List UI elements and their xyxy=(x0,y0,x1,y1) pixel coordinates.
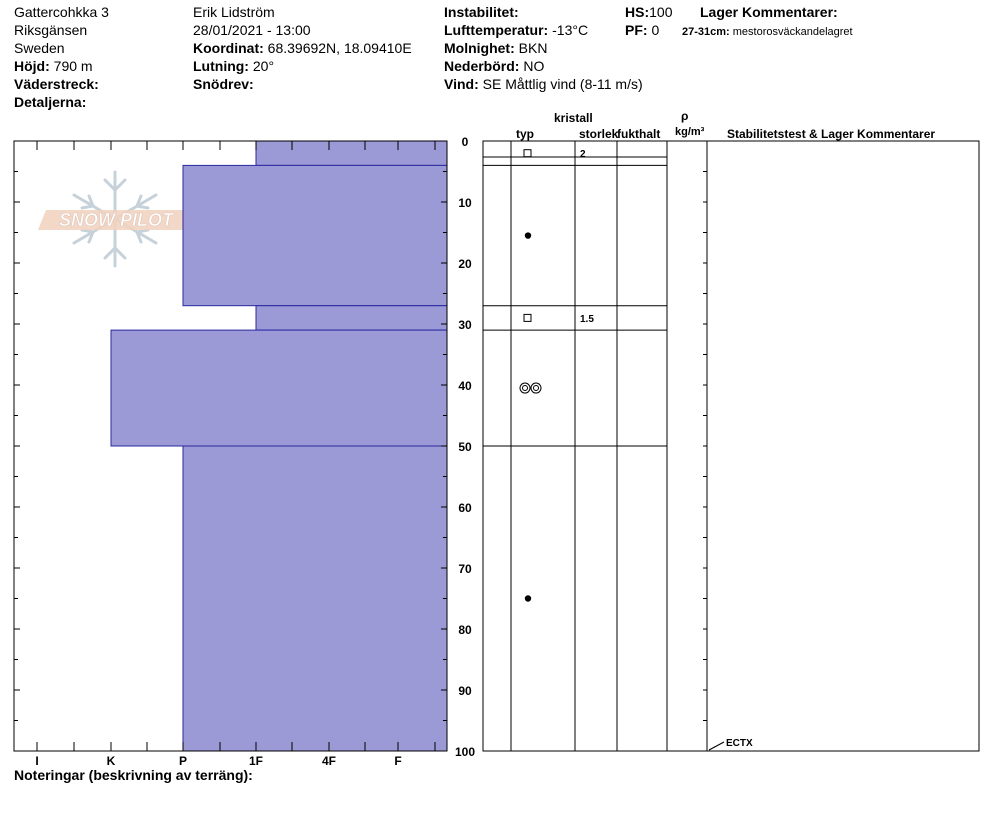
wind-label: Vind: xyxy=(444,76,479,92)
grain-rounds-icon xyxy=(524,595,532,602)
elevation-value: 790 m xyxy=(53,58,93,74)
grain-rounds-icon xyxy=(524,232,532,239)
airtemp-label: Lufttemperatur: xyxy=(444,22,549,38)
snow-height: HS:100 xyxy=(625,4,672,20)
hardness-bar xyxy=(182,445,448,752)
details-label: Detaljerna: xyxy=(14,94,87,110)
stability-pointer xyxy=(708,741,725,751)
wind-value: SE Måttlig vind (8-11 m/s) xyxy=(482,76,643,92)
slope-value: 20° xyxy=(252,58,275,74)
layer-comment: 27-31cm: mestorosväckandelagret xyxy=(682,24,853,40)
hs-label: HS: xyxy=(625,4,650,20)
aspect-label: Väderstreck: xyxy=(14,76,99,92)
hs-value: 100 xyxy=(649,4,673,20)
precip-value: NO xyxy=(523,58,545,74)
size-header: storlek xyxy=(579,127,619,141)
snowpilot-logo: SNOW PILOT xyxy=(38,170,194,268)
hardness-bar xyxy=(110,329,448,447)
pf-value: 0 xyxy=(651,22,660,38)
slope-label: Lutning: xyxy=(193,58,249,74)
crystal-header: kristall xyxy=(554,111,593,125)
depth-tick-label: 40 xyxy=(458,379,472,393)
meltform-outer-ring xyxy=(530,382,542,394)
depth-tick-label: 70 xyxy=(458,562,472,576)
instability-label: Instabilitet: xyxy=(444,4,519,20)
wind: Vind: SE Måttlig vind (8-11 m/s) xyxy=(444,76,643,92)
stability-test-label: ECTX xyxy=(726,738,753,749)
drift-label: Snödrev: xyxy=(193,76,254,92)
grain-size-value: 2 xyxy=(580,149,586,160)
layer-comment-text: mestorosväckandelagret xyxy=(732,26,853,38)
observation-datetime: 28/01/2021 - 13:00 xyxy=(193,22,311,38)
depth-tick-label: 30 xyxy=(458,318,472,332)
depth-tick-label: 20 xyxy=(458,257,472,271)
logo-banner xyxy=(38,210,194,230)
density-unit-header: kg/m³ xyxy=(675,126,705,138)
snow-profile-chart: SNOW PILOT I K P 1F 4F F 0 10 20 30 40 50 60 70 80 90 10… xyxy=(13,135,980,768)
country-name: Sweden xyxy=(14,40,65,56)
hardness-bar xyxy=(255,140,448,166)
depth-tick-label: 50 xyxy=(458,440,472,454)
meltform-inner-ring xyxy=(522,385,528,392)
grain-facets-icon xyxy=(523,149,532,158)
hardness-bar xyxy=(255,305,448,331)
air-temperature: Lufttemperatur: -13°C xyxy=(444,22,588,38)
type-header: typ xyxy=(516,127,534,141)
coordinates: Koordinat: 68.39692N, 18.09410E xyxy=(193,40,412,56)
hardness-tick-label: I xyxy=(35,754,38,768)
hardness-tick-label: F xyxy=(394,754,401,768)
coord-label: Koordinat: xyxy=(193,40,264,56)
layer-comment-range: 27-31cm: xyxy=(682,26,730,38)
sky-value: BKN xyxy=(518,40,548,56)
coord-value: 68.39692N, 18.09410E xyxy=(267,40,412,56)
moisture-header: fukthalt xyxy=(617,127,661,141)
terrain-notes-label: Noteringar (beskrivning av terräng): xyxy=(14,767,253,783)
region-name: Riksgänsen xyxy=(14,22,88,38)
hardness-tick-label: P xyxy=(179,754,187,768)
hardness-bar xyxy=(182,164,448,307)
meltform-inner-ring xyxy=(533,385,539,392)
sky-label: Molnighet: xyxy=(444,40,515,56)
rho-header: ρ xyxy=(681,109,689,123)
depth-tick-label: 80 xyxy=(458,623,472,637)
depth-tick-label: 0 xyxy=(462,135,469,149)
precipitation: Nederbörd: NO xyxy=(444,58,544,74)
elevation: Höjd: 790 m xyxy=(14,58,93,74)
hardness-tick-label: K xyxy=(107,754,116,768)
depth-tick-label: 10 xyxy=(458,196,472,210)
stability-header: Stabilitetstest & Lager Kommentarer xyxy=(727,127,936,141)
hardness-tick-label: 1F xyxy=(249,754,263,768)
location-name: Gattercohkka 3 xyxy=(14,4,109,20)
pf-label: PF: xyxy=(625,22,648,38)
grain-size-value: 1.5 xyxy=(580,314,594,325)
hardness-tick-label: 4F xyxy=(322,754,336,768)
depth-tick-label: 90 xyxy=(458,684,472,698)
grain-meltforms-icon xyxy=(519,382,542,394)
logo-text: SNOW PILOT xyxy=(59,210,175,230)
grain-facets-icon xyxy=(523,313,532,322)
airtemp-value: -13°C xyxy=(552,22,589,38)
layer-comments-label: Lager Kommentarer: xyxy=(700,4,838,20)
observer-name: Erik Lidström xyxy=(193,4,275,20)
sky-cover: Molnighet: BKN xyxy=(444,40,547,56)
slope: Lutning: 20° xyxy=(193,58,274,74)
depth-tick-label: 100 xyxy=(455,745,475,759)
precip-label: Nederbörd: xyxy=(444,58,520,74)
meltform-outer-ring xyxy=(519,382,531,394)
elevation-label: Höjd: xyxy=(14,58,50,74)
penetration-foot: PF: 0 xyxy=(625,22,659,38)
depth-tick-label: 60 xyxy=(458,501,472,515)
